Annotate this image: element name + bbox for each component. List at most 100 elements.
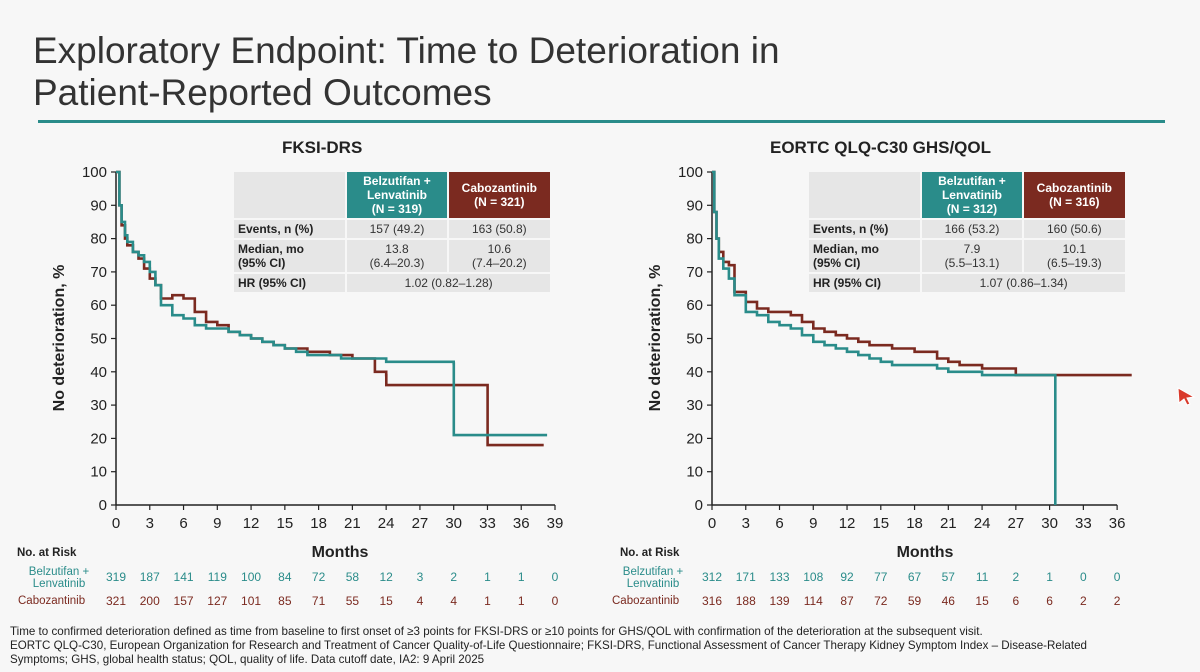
y-tick-label: 80 [686, 231, 703, 248]
events-label: Events, n (%) [234, 220, 346, 238]
x-tick-label: 12 [839, 515, 856, 532]
median-label-line: Median, mo [238, 242, 305, 256]
at-risk-cabo-count: 87 [840, 594, 854, 608]
median-label-line: Median, mo [813, 242, 880, 256]
at-risk-belz-count: 2 [1012, 570, 1019, 584]
cabo-header: Cabozantinib (N = 316) [1023, 172, 1125, 218]
y-tick-label: 80 [90, 231, 107, 248]
median-cabo-ci: (7.4–20.2) [471, 256, 527, 270]
at-risk-cabo-count: 71 [312, 594, 326, 608]
y-tick-label: 60 [686, 297, 703, 314]
y-tick-label: 70 [90, 264, 107, 281]
at-risk-belz-count: 58 [346, 570, 360, 584]
x-tick-label: 0 [112, 515, 120, 532]
hr-label: HR (95% CI) [234, 274, 346, 292]
y-tick-label: 50 [90, 331, 107, 348]
median-cabo: 10.1 (6.5–19.3) [1023, 240, 1125, 272]
at-risk-cabo-count: 316 [702, 594, 722, 608]
at-risk-cabo-count: 85 [278, 594, 292, 608]
x-tick-label: 18 [310, 515, 327, 532]
at-risk-cabo-count: 15 [975, 594, 989, 608]
panel-title-fksi: FKSI-DRS [282, 138, 363, 157]
at-risk-belz-count: 187 [140, 570, 160, 584]
stats-corner [234, 172, 346, 218]
x-tick-label: 21 [940, 515, 957, 532]
at-risk-cabo-count: 1 [484, 594, 491, 608]
at-risk-cabo-count: 101 [241, 594, 261, 608]
x-tick-label: 6 [179, 515, 187, 532]
at-risk-belz-label-line: Belzutifan + [622, 566, 684, 578]
median-cabo: 10.6 (7.4–20.2) [448, 240, 550, 272]
at-risk-belz-label: Belzutifan + Lenvatinib [607, 566, 699, 590]
cabo-header-line: Cabozantinib [1036, 181, 1112, 195]
y-axis-label: No deterioration, % [51, 265, 68, 412]
at-risk-heading: No. at Risk [17, 547, 77, 559]
median-label: Median, mo (95% CI) [809, 240, 921, 272]
km-curve-belzutifan [712, 170, 1057, 505]
x-axis-label: Months [897, 544, 954, 561]
stats-table-fksi: Belzutifan + Lenvatinib (N = 319) Caboza… [232, 170, 552, 294]
median-label-line: (95% CI) [238, 256, 286, 270]
x-tick-label: 27 [412, 515, 429, 532]
x-tick-label: 9 [213, 515, 221, 532]
at-risk-cabo-label: Cabozantinib [18, 595, 86, 607]
at-risk-belz-count: 0 [552, 570, 559, 584]
at-risk-cabo-count: 321 [106, 594, 126, 608]
x-tick-label: 36 [1109, 515, 1126, 532]
belz-header-line: Lenvatinib [366, 188, 427, 202]
footnote: Time to confirmed deterioration defined … [10, 625, 1190, 667]
at-risk-cabo-count: 127 [207, 594, 227, 608]
x-tick-label: 24 [378, 515, 395, 532]
at-risk-belz-count: 57 [942, 570, 956, 584]
at-risk-belz-count: 11 [976, 570, 989, 584]
x-tick-label: 30 [1041, 515, 1058, 532]
cabo-header-line: Cabozantinib [461, 181, 537, 195]
at-risk-belz-count: 2 [450, 570, 457, 584]
belz-header: Belzutifan + Lenvatinib (N = 319) [347, 172, 447, 218]
footnote-line: Symptoms; GHS, global health status; QOL… [10, 653, 485, 666]
at-risk-cabo-count: 72 [874, 594, 888, 608]
x-tick-label: 30 [445, 515, 462, 532]
at-risk-belz-count: 3 [417, 570, 424, 584]
median-belz-value: 13.8 [385, 242, 409, 256]
events-cabo: 160 (50.6) [1023, 220, 1125, 238]
at-risk-belz-count: 92 [840, 570, 854, 584]
at-risk-belz-label-line: Belzutifan + [28, 566, 90, 578]
y-tick-label: 60 [90, 297, 107, 314]
x-tick-label: 33 [479, 515, 496, 532]
x-tick-label: 3 [146, 515, 154, 532]
at-risk-belz-count: 84 [278, 570, 292, 584]
median-label: Median, mo (95% CI) [234, 240, 346, 272]
x-tick-label: 15 [872, 515, 889, 532]
at-risk-cabo-count: 188 [736, 594, 756, 608]
y-tick-label: 10 [90, 464, 107, 481]
y-tick-label: 40 [90, 364, 107, 381]
x-tick-label: 33 [1075, 515, 1092, 532]
footnote-line: Time to confirmed deterioration defined … [10, 625, 983, 638]
x-tick-label: 3 [742, 515, 750, 532]
y-tick-label: 70 [686, 264, 703, 281]
x-axis-label: Months [312, 544, 369, 561]
median-belz-ci: (5.5–13.1) [944, 256, 1000, 270]
x-tick-label: 39 [547, 515, 564, 532]
cabo-header-line: (N = 316) [1049, 195, 1100, 209]
at-risk-belz-count: 141 [174, 570, 194, 584]
y-tick-label: 30 [90, 397, 107, 414]
stats-corner [809, 172, 921, 218]
at-risk-belz-count: 67 [908, 570, 922, 584]
y-tick-label: 20 [90, 430, 107, 447]
y-tick-label: 90 [90, 197, 107, 214]
y-tick-label: 0 [99, 497, 107, 514]
at-risk-cabo-count: 200 [140, 594, 160, 608]
y-tick-label: 100 [82, 164, 107, 181]
slide-title: Exploratory Endpoint: Time to Deteriorat… [33, 30, 780, 114]
events-label: Events, n (%) [809, 220, 921, 238]
x-tick-label: 15 [277, 515, 294, 532]
at-risk-belz-count: 77 [874, 570, 888, 584]
x-tick-label: 36 [513, 515, 530, 532]
stats-table-eortc: Belzutifan + Lenvatinib (N = 312) Caboza… [807, 170, 1127, 294]
cabo-header: Cabozantinib (N = 321) [448, 172, 550, 218]
at-risk-belz-count: 319 [106, 570, 126, 584]
title-divider [38, 120, 1165, 123]
at-risk-cabo-count: 0 [552, 594, 559, 608]
